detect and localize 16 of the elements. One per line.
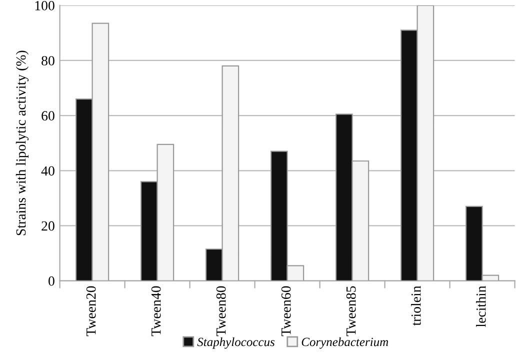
y-tick-label: 100 bbox=[35, 0, 54, 10]
x-tick-label: Tween80 bbox=[216, 286, 226, 336]
legend-label: Corynebacterium bbox=[302, 337, 388, 349]
x-tick-label: Tween20 bbox=[86, 286, 96, 336]
y-tick-label: 80 bbox=[42, 56, 54, 66]
legend-label: Staphylococcus bbox=[197, 337, 275, 349]
y-tick-label: 60 bbox=[42, 111, 54, 121]
x-tick-label: Tween40 bbox=[151, 286, 161, 336]
y-tick-label: 20 bbox=[42, 221, 54, 231]
y-tick-label: 0 bbox=[48, 276, 54, 286]
x-tick-label: Tween60 bbox=[281, 286, 291, 336]
x-tick-label: lecithin bbox=[476, 286, 486, 328]
x-tick-label: Tween85 bbox=[346, 286, 356, 336]
y-tick-label: 40 bbox=[41, 166, 54, 176]
y-axis-title: Strains with lipolytic activity (%) bbox=[16, 50, 29, 236]
x-tick-label: triolein bbox=[411, 286, 421, 326]
